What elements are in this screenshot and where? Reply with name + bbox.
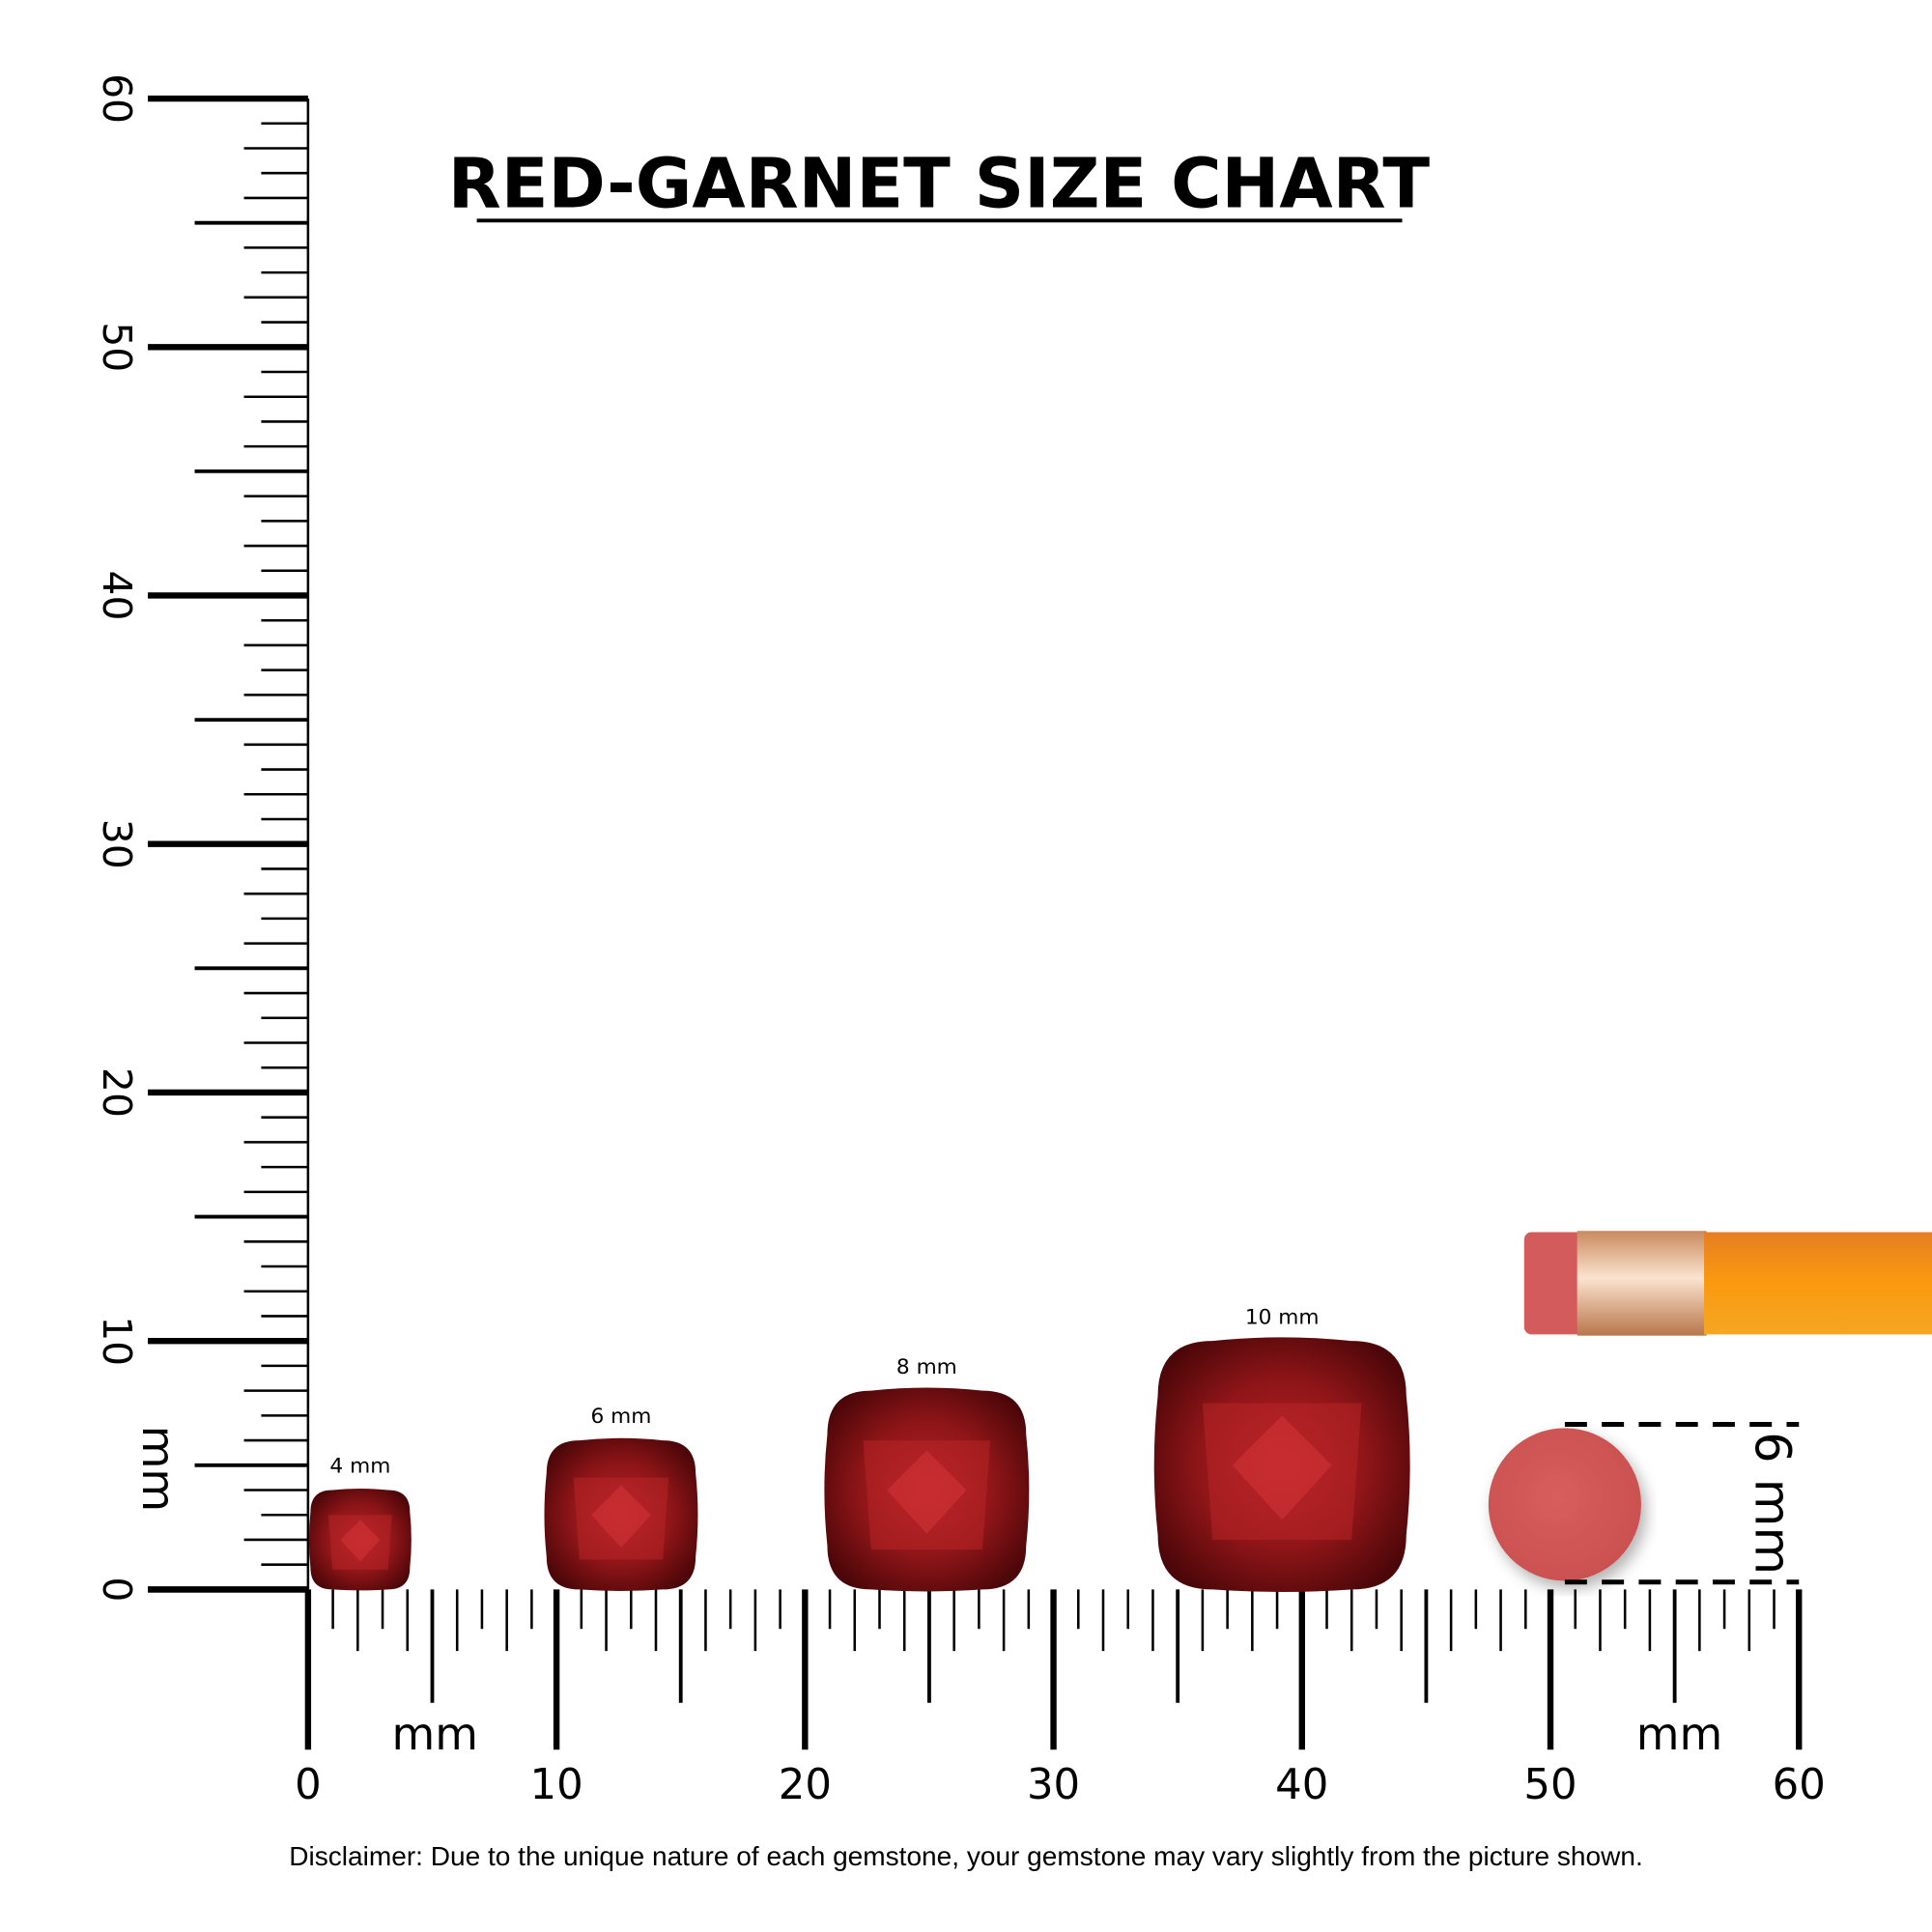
y-tick-label: 20 bbox=[94, 1067, 140, 1118]
pencil-ferrule bbox=[1577, 1231, 1707, 1336]
gem-size-label: 6 mm bbox=[591, 1405, 652, 1429]
y-tick-label: 30 bbox=[94, 819, 140, 869]
gem-6mm: 6 mm bbox=[544, 1405, 698, 1591]
gem-10mm: 10 mm bbox=[1153, 1305, 1410, 1592]
pencil-reference: 6 mm bbox=[1488, 1231, 1932, 1585]
gem-size-label: 8 mm bbox=[896, 1355, 957, 1379]
gem-facet bbox=[591, 1485, 651, 1548]
gem-facet bbox=[340, 1520, 381, 1562]
y-tick-label: 0 bbox=[94, 1577, 140, 1602]
disclaimer: Disclaimer: Due to the unique nature of … bbox=[289, 1841, 1642, 1871]
x-tick-label: 10 bbox=[530, 1761, 583, 1809]
y-tick-label: 50 bbox=[94, 322, 140, 372]
y-axis-unit: mm bbox=[132, 1426, 185, 1512]
gem-8mm: 8 mm bbox=[824, 1355, 1030, 1592]
gem-size-label: 10 mm bbox=[1245, 1305, 1320, 1329]
gem-facet bbox=[887, 1450, 967, 1534]
chart-title: RED-GARNET SIZE CHART bbox=[448, 143, 1431, 223]
x-tick-label: 40 bbox=[1275, 1761, 1328, 1809]
x-axis-unit: mm bbox=[1636, 1708, 1722, 1760]
x-tick-label: 20 bbox=[779, 1761, 832, 1809]
eraser-circle bbox=[1488, 1428, 1641, 1581]
y-tick-label: 60 bbox=[94, 73, 140, 124]
x-tick-label: 0 bbox=[295, 1761, 322, 1809]
gem-size-label: 4 mm bbox=[329, 1455, 390, 1479]
x-tick-label: 30 bbox=[1027, 1761, 1080, 1809]
reference-label: 6 mm bbox=[1744, 1432, 1801, 1575]
gem-facet bbox=[1232, 1415, 1332, 1520]
x-tick-label: 50 bbox=[1523, 1761, 1577, 1809]
y-tick-label: 10 bbox=[94, 1316, 140, 1366]
gem-4mm: 4 mm bbox=[308, 1455, 412, 1591]
x-tick-label: 60 bbox=[1773, 1761, 1826, 1809]
x-axis-unit: mm bbox=[392, 1708, 478, 1760]
y-tick-label: 40 bbox=[94, 571, 140, 621]
pencil-body bbox=[1704, 1232, 1932, 1335]
pencil-eraser bbox=[1523, 1232, 1584, 1335]
